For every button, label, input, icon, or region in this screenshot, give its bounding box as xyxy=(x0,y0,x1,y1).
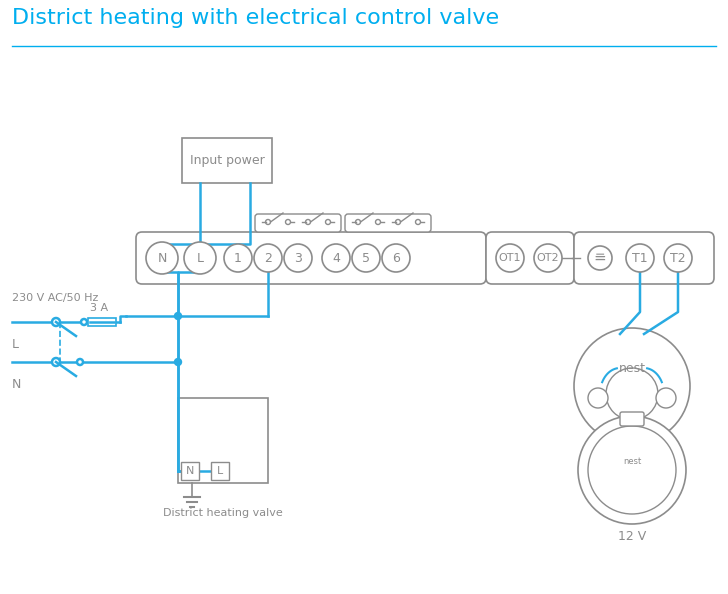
Text: OT2: OT2 xyxy=(537,253,559,263)
FancyBboxPatch shape xyxy=(345,214,431,232)
Text: L: L xyxy=(217,466,223,476)
Circle shape xyxy=(534,244,562,272)
FancyBboxPatch shape xyxy=(182,138,272,183)
Circle shape xyxy=(588,426,676,514)
FancyBboxPatch shape xyxy=(136,232,486,284)
Text: 3 A: 3 A xyxy=(90,303,108,313)
Circle shape xyxy=(626,244,654,272)
FancyBboxPatch shape xyxy=(255,214,341,232)
Circle shape xyxy=(175,312,181,320)
Text: N: N xyxy=(157,251,167,264)
Circle shape xyxy=(77,359,83,365)
Text: OT1: OT1 xyxy=(499,253,521,263)
FancyBboxPatch shape xyxy=(88,318,116,326)
Text: L: L xyxy=(197,251,204,264)
Circle shape xyxy=(578,416,686,524)
Circle shape xyxy=(146,242,178,274)
Text: T1: T1 xyxy=(632,251,648,264)
Text: nest: nest xyxy=(623,457,641,466)
Circle shape xyxy=(588,388,608,408)
Text: 12 V: 12 V xyxy=(618,529,646,542)
Text: L: L xyxy=(12,337,19,350)
Circle shape xyxy=(175,359,181,365)
Circle shape xyxy=(656,388,676,408)
FancyBboxPatch shape xyxy=(178,398,268,483)
Text: District heating valve: District heating valve xyxy=(163,508,283,518)
Circle shape xyxy=(184,242,216,274)
FancyBboxPatch shape xyxy=(574,232,714,284)
FancyBboxPatch shape xyxy=(181,462,199,480)
Text: =: = xyxy=(593,251,606,266)
Circle shape xyxy=(588,246,612,270)
Text: 6: 6 xyxy=(392,251,400,264)
Circle shape xyxy=(352,244,380,272)
FancyBboxPatch shape xyxy=(211,462,229,480)
Circle shape xyxy=(254,244,282,272)
Text: 5: 5 xyxy=(362,251,370,264)
Text: Input power: Input power xyxy=(189,154,264,167)
Text: 230 V AC/50 Hz: 230 V AC/50 Hz xyxy=(12,293,98,303)
FancyBboxPatch shape xyxy=(486,232,574,284)
Circle shape xyxy=(52,318,60,326)
Text: N: N xyxy=(186,466,194,476)
Circle shape xyxy=(496,244,524,272)
Text: 1: 1 xyxy=(234,251,242,264)
Circle shape xyxy=(81,319,87,325)
Text: N: N xyxy=(12,378,21,390)
Text: T2: T2 xyxy=(670,251,686,264)
Text: 3: 3 xyxy=(294,251,302,264)
Text: ≡: ≡ xyxy=(595,251,605,264)
Text: 2: 2 xyxy=(264,251,272,264)
Circle shape xyxy=(322,244,350,272)
Circle shape xyxy=(574,328,690,444)
Circle shape xyxy=(382,244,410,272)
Text: District heating with electrical control valve: District heating with electrical control… xyxy=(12,8,499,28)
Circle shape xyxy=(664,244,692,272)
Circle shape xyxy=(284,244,312,272)
Text: nest: nest xyxy=(619,362,646,374)
Circle shape xyxy=(224,244,252,272)
FancyBboxPatch shape xyxy=(620,412,644,426)
Circle shape xyxy=(606,368,658,420)
Circle shape xyxy=(52,358,60,366)
Text: 4: 4 xyxy=(332,251,340,264)
